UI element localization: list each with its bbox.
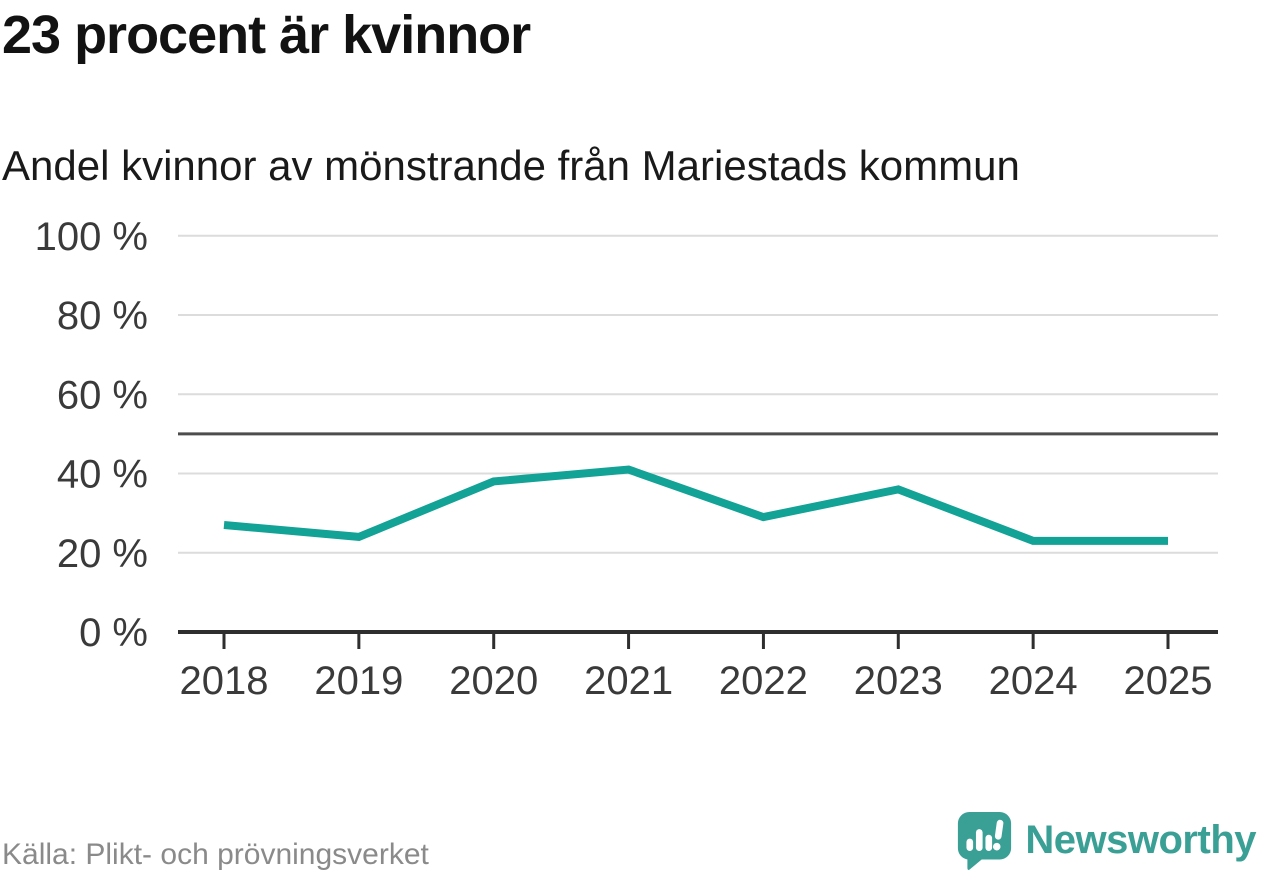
newsworthy-logo-icon — [958, 812, 1012, 870]
x-axis-label-2023: 2023 — [854, 659, 943, 703]
logo-bar-3 — [985, 834, 993, 851]
chart-title: 23 procent är kvinnor — [2, 5, 531, 65]
logo-bar-1 — [966, 838, 974, 851]
x-axis-label-2024: 2024 — [989, 659, 1078, 703]
logo-bar-2 — [976, 829, 983, 851]
y-axis-label-20: 20 % — [57, 532, 148, 576]
y-axis-label-60: 60 % — [57, 373, 148, 417]
data-line-share-of-women — [223, 465, 1168, 545]
logo-exclamation — [993, 819, 1004, 851]
x-axis-label-2019: 2019 — [314, 659, 403, 703]
x-axis-label-2022: 2022 — [719, 659, 808, 703]
logo-bubble-shape — [958, 812, 1012, 870]
newsworthy-logo-text: Newsworthy — [1025, 818, 1256, 862]
y-axis-label-40: 40 % — [57, 453, 148, 497]
x-axis-label-2021: 2021 — [584, 659, 673, 703]
y-axis-label-80: 80 % — [57, 294, 148, 338]
newsworthy-logo: Newsworthy — [956, 810, 1256, 871]
source-text: Källa: Plikt- och prövningsverket — [2, 838, 429, 871]
chart-subtitle: Andel kvinnor av mönstrande från Mariest… — [2, 142, 1020, 189]
y-axis-label-100: 100 % — [35, 215, 148, 259]
y-axis-label-0: 0 % — [79, 611, 148, 655]
x-axis-label-2018: 2018 — [180, 659, 269, 703]
x-axis-label-2025: 2025 — [1124, 659, 1213, 703]
line-chart: 0 % 20 % 40 % 60 % 80 % 100 % 2018 2019 2020 2021… — [35, 215, 1218, 703]
x-axis-label-2020: 2020 — [449, 659, 538, 703]
